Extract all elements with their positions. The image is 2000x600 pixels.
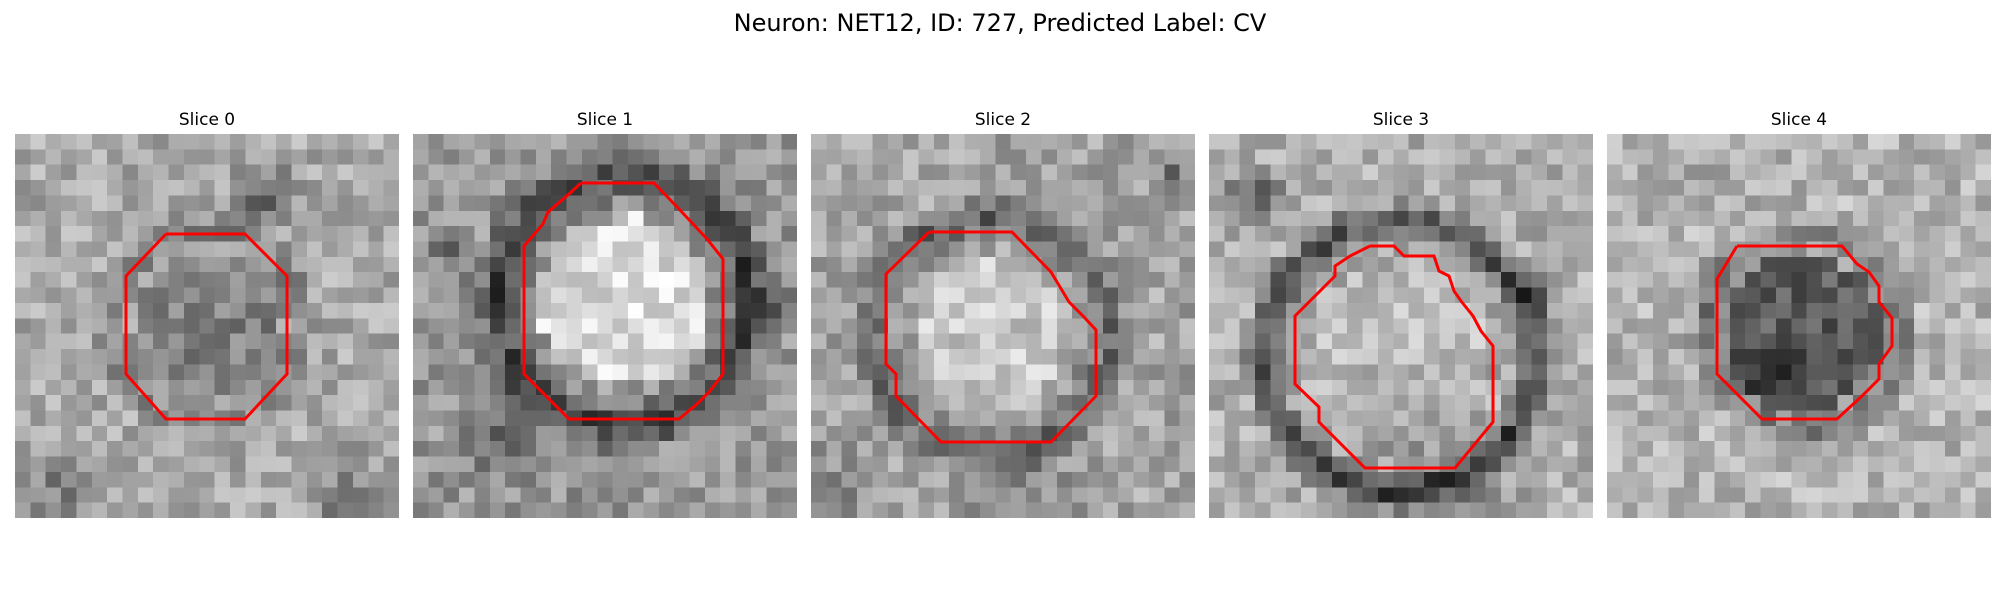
roi-contour xyxy=(1715,244,1894,421)
roi-contour xyxy=(884,230,1098,444)
roi-contour xyxy=(124,232,289,421)
roi-contour xyxy=(522,181,725,421)
slice-title: Slice 0 xyxy=(178,110,236,130)
roi-contour xyxy=(1293,244,1495,470)
slice-title: Slice 1 xyxy=(576,110,634,130)
slice-title: Slice 2 xyxy=(974,110,1032,130)
slice-image xyxy=(1607,134,1991,518)
slice-image xyxy=(413,134,797,518)
slice-image xyxy=(811,134,1195,518)
slice-image xyxy=(1209,134,1593,518)
slice-image xyxy=(15,134,399,518)
slice-title: Slice 3 xyxy=(1372,110,1430,130)
figure-title: Neuron: NET12, ID: 727, Predicted Label:… xyxy=(733,9,1267,37)
slice-title: Slice 4 xyxy=(1770,110,1828,130)
